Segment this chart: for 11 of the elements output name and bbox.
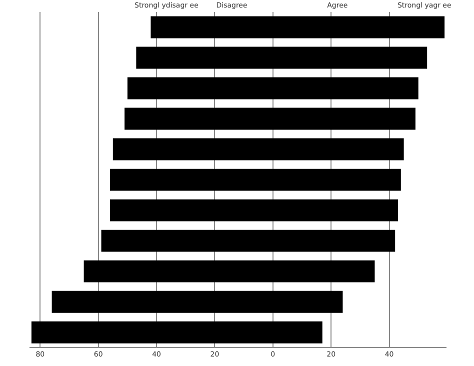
bar	[124, 108, 416, 130]
bar	[150, 16, 445, 38]
bar	[31, 321, 322, 344]
bar	[52, 290, 343, 313]
bar	[101, 230, 396, 252]
bar	[110, 199, 398, 222]
bar	[136, 46, 428, 69]
bar	[110, 168, 401, 191]
bar	[112, 138, 404, 160]
bar	[84, 260, 375, 282]
bar	[127, 77, 418, 100]
